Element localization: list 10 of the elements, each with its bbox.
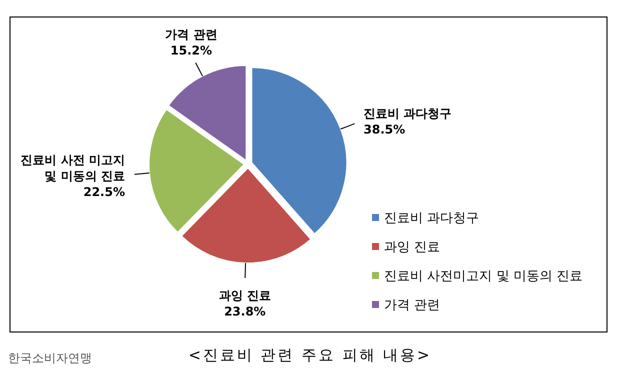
data-label: 진료비 과다청구 38.5% [364,106,452,136]
data-label: 가격 관련 15.2% [165,27,218,58]
data-label: 과잉 진료 23.8% [218,288,271,318]
text: <진료비 관련 주요 피해 내용> [188,346,432,364]
legend-label: 진료비 사전미고지 및 미동의 진료 [384,269,583,284]
legend-label: 과잉 진료 [384,240,440,255]
text: 한국소비자연맹 [8,351,92,365]
data-label: 진료비 사전 미고지 및 미동의 진료 22.5% [20,153,126,200]
legend-label: 진료비 과다청구 [384,211,480,226]
legend-label: 가격 관련 [384,298,440,313]
